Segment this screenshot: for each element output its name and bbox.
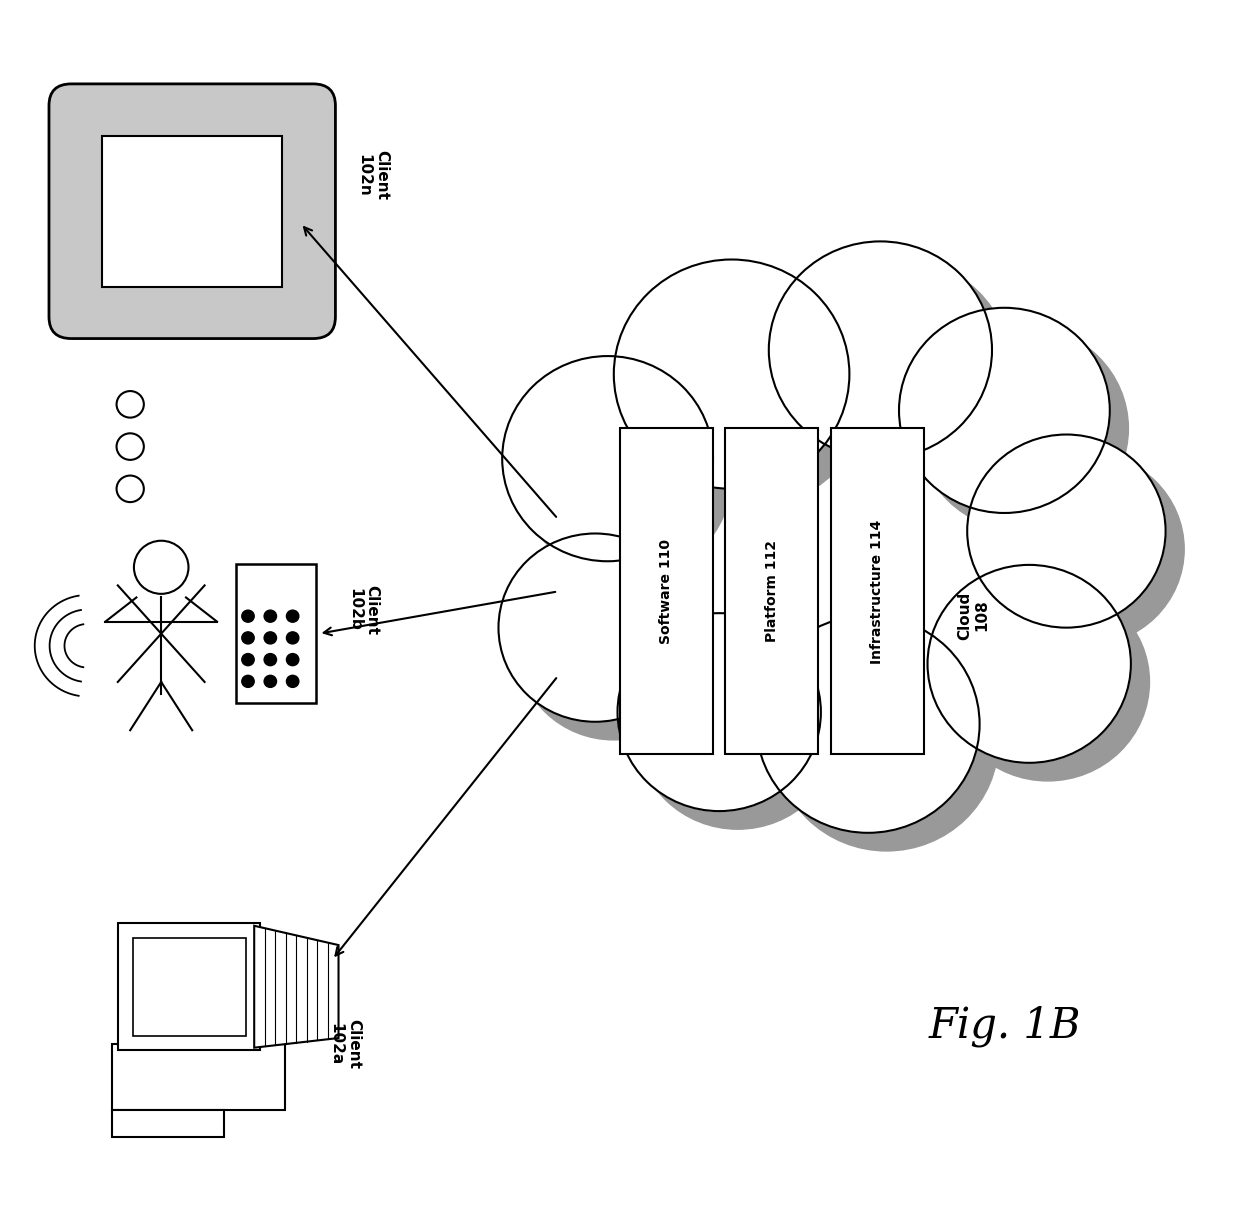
Circle shape	[264, 632, 277, 645]
Circle shape	[286, 654, 299, 666]
Circle shape	[632, 278, 868, 507]
FancyBboxPatch shape	[112, 1110, 224, 1137]
FancyBboxPatch shape	[236, 565, 316, 702]
Circle shape	[986, 453, 1184, 646]
Circle shape	[918, 326, 1128, 531]
Text: Client
102a: Client 102a	[329, 1019, 361, 1069]
Text: Infrastructure 114: Infrastructure 114	[870, 519, 884, 664]
Circle shape	[242, 675, 254, 688]
Text: Platform 112: Platform 112	[765, 541, 779, 642]
Circle shape	[117, 476, 144, 502]
Circle shape	[117, 433, 144, 460]
FancyBboxPatch shape	[133, 938, 246, 1036]
FancyBboxPatch shape	[48, 84, 335, 339]
Circle shape	[769, 241, 992, 459]
FancyBboxPatch shape	[112, 1044, 285, 1110]
Circle shape	[775, 634, 998, 851]
Circle shape	[614, 260, 849, 489]
Circle shape	[521, 374, 732, 579]
Polygon shape	[254, 926, 339, 1048]
Circle shape	[286, 632, 299, 645]
Circle shape	[242, 632, 254, 645]
Text: Software 110: Software 110	[660, 540, 673, 643]
Circle shape	[967, 435, 1166, 628]
FancyBboxPatch shape	[102, 136, 283, 287]
Circle shape	[946, 583, 1149, 781]
Text: Client
102b: Client 102b	[347, 584, 379, 635]
Circle shape	[928, 565, 1131, 763]
Circle shape	[899, 308, 1110, 513]
Circle shape	[242, 654, 254, 666]
Circle shape	[286, 675, 299, 688]
Circle shape	[756, 616, 980, 833]
Circle shape	[264, 675, 277, 688]
Circle shape	[498, 533, 692, 722]
Circle shape	[787, 260, 1011, 477]
Text: Cloud
108: Cloud 108	[957, 591, 990, 640]
Circle shape	[618, 613, 821, 811]
Text: Client
102n: Client 102n	[357, 150, 389, 200]
Circle shape	[264, 611, 277, 623]
Circle shape	[242, 611, 254, 623]
FancyBboxPatch shape	[118, 923, 260, 1050]
Circle shape	[517, 552, 711, 740]
Text: Fig. 1B: Fig. 1B	[929, 1005, 1080, 1046]
FancyBboxPatch shape	[725, 428, 818, 754]
FancyBboxPatch shape	[831, 428, 924, 754]
Circle shape	[264, 654, 277, 666]
Circle shape	[636, 631, 839, 829]
Circle shape	[286, 611, 299, 623]
Circle shape	[502, 356, 713, 561]
FancyBboxPatch shape	[620, 428, 713, 754]
Circle shape	[117, 391, 144, 418]
